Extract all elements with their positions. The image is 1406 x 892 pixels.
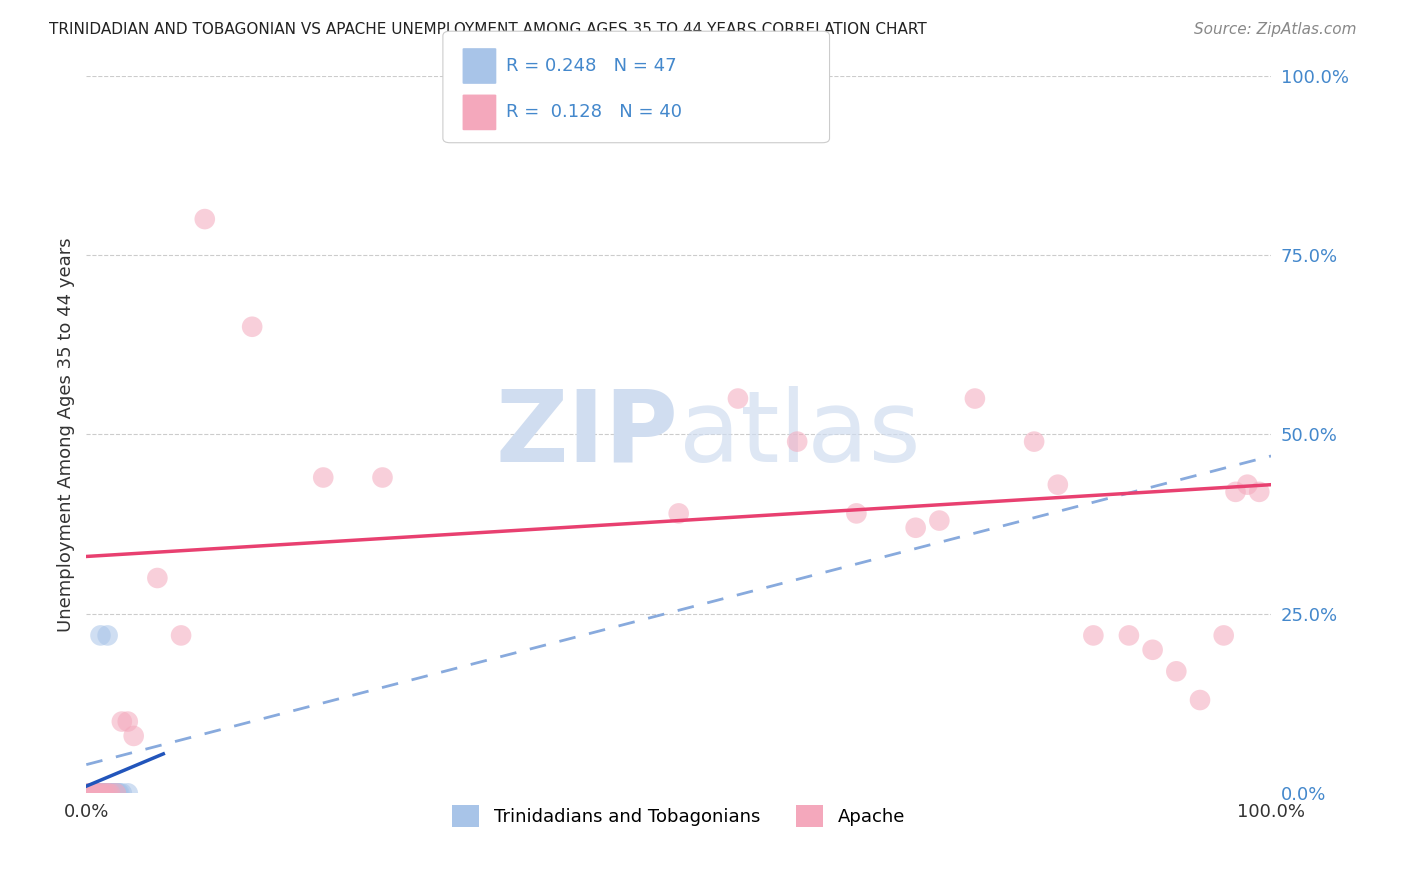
Point <box>97 786 120 800</box>
Point <box>87 786 110 800</box>
Point <box>1236 477 1258 491</box>
Point <box>77 786 100 800</box>
Point <box>87 786 110 800</box>
Text: R = 0.248   N = 47: R = 0.248 N = 47 <box>506 57 676 75</box>
Point <box>89 786 111 800</box>
Point <box>86 786 108 800</box>
Point <box>97 628 120 642</box>
Point <box>1083 628 1105 642</box>
Point <box>84 786 107 800</box>
Point <box>845 507 868 521</box>
Point <box>82 786 104 800</box>
Point <box>83 786 105 800</box>
Y-axis label: Unemployment Among Ages 35 to 44 years: Unemployment Among Ages 35 to 44 years <box>58 237 75 632</box>
Point <box>1118 628 1140 642</box>
Point <box>1024 434 1046 449</box>
Point <box>89 786 111 800</box>
Point <box>93 786 115 800</box>
Point <box>727 392 749 406</box>
Point <box>82 786 104 800</box>
Point <box>170 628 193 642</box>
Text: R =  0.128   N = 40: R = 0.128 N = 40 <box>506 103 682 121</box>
Point <box>87 786 110 800</box>
Point <box>82 786 104 800</box>
Point <box>928 514 950 528</box>
Point <box>101 786 124 800</box>
Point <box>90 786 112 800</box>
Point <box>100 786 122 800</box>
Point <box>786 434 808 449</box>
Point <box>904 521 927 535</box>
Point <box>312 470 335 484</box>
Point <box>111 786 134 800</box>
Point <box>89 786 111 800</box>
Point <box>1249 484 1271 499</box>
Point <box>668 507 690 521</box>
Point <box>108 786 131 800</box>
Point <box>93 786 115 800</box>
Point <box>105 786 128 800</box>
Point <box>97 786 120 800</box>
Point <box>83 786 105 800</box>
Point <box>91 786 114 800</box>
Point <box>80 786 103 800</box>
Point <box>90 786 112 800</box>
Point <box>84 786 107 800</box>
Point <box>1046 477 1069 491</box>
Point <box>82 786 104 800</box>
Point <box>1212 628 1234 642</box>
Point <box>240 319 263 334</box>
Point <box>83 786 105 800</box>
Point <box>94 786 117 800</box>
Point <box>89 786 111 800</box>
Point <box>97 786 120 800</box>
Point <box>79 786 101 800</box>
Point <box>1142 642 1164 657</box>
Point <box>91 786 114 800</box>
Point <box>107 786 129 800</box>
Point <box>82 786 104 800</box>
Point <box>98 786 121 800</box>
Point <box>80 786 103 800</box>
Point <box>94 786 117 800</box>
Text: Source: ZipAtlas.com: Source: ZipAtlas.com <box>1194 22 1357 37</box>
Point <box>82 786 104 800</box>
Point <box>963 392 986 406</box>
Point <box>104 786 127 800</box>
Point <box>80 786 103 800</box>
Point <box>103 786 125 800</box>
Point <box>194 212 217 227</box>
Point <box>97 786 120 800</box>
Text: ZIP: ZIP <box>496 386 679 483</box>
Point <box>146 571 169 585</box>
Point <box>89 628 111 642</box>
Point <box>371 470 394 484</box>
Point <box>97 786 120 800</box>
Point <box>1188 693 1211 707</box>
Point <box>89 786 111 800</box>
Legend: Trinidadians and Tobagonians, Apache: Trinidadians and Tobagonians, Apache <box>446 798 912 835</box>
Point <box>86 786 108 800</box>
Point <box>122 729 145 743</box>
Point <box>117 714 139 729</box>
Point <box>111 714 134 729</box>
Point <box>79 786 101 800</box>
Text: atlas: atlas <box>679 386 921 483</box>
Point <box>1166 665 1188 679</box>
Point <box>96 786 118 800</box>
Point <box>96 786 118 800</box>
Point <box>104 786 127 800</box>
Point <box>98 786 121 800</box>
Point <box>104 786 127 800</box>
Point <box>1225 484 1247 499</box>
Point <box>77 786 100 800</box>
Point <box>93 786 115 800</box>
Text: TRINIDADIAN AND TOBAGONIAN VS APACHE UNEMPLOYMENT AMONG AGES 35 TO 44 YEARS CORR: TRINIDADIAN AND TOBAGONIAN VS APACHE UNE… <box>49 22 927 37</box>
Point <box>84 786 107 800</box>
Point <box>117 786 139 800</box>
